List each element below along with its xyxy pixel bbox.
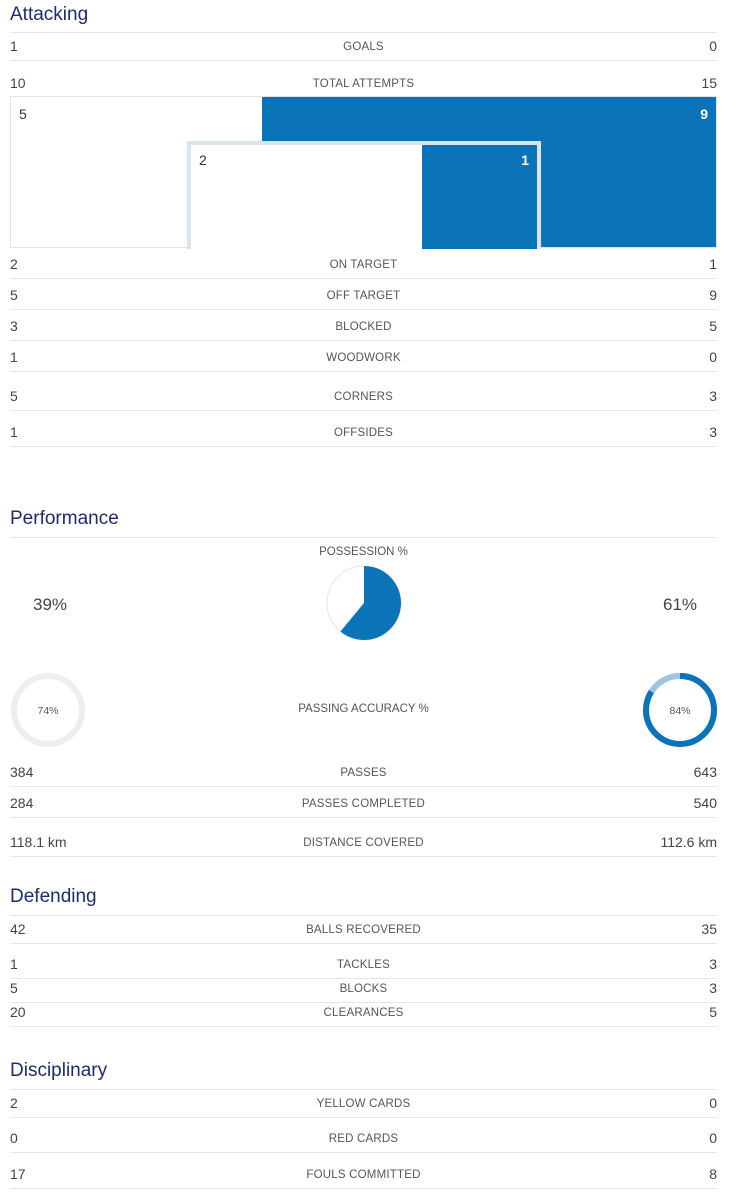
away-value: 0	[709, 38, 717, 54]
stat-label: ON TARGET	[329, 259, 398, 271]
away-value: 0	[709, 1095, 717, 1111]
stat-row-clearances: 20 CLEARANCES 5	[10, 1003, 717, 1027]
stat-row-offsides: 1 OFFSIDES 3	[10, 419, 717, 447]
stat-label: CLEARANCES	[323, 1007, 404, 1019]
home-value: 1	[10, 349, 18, 365]
home-value: 42	[10, 921, 26, 937]
away-value: 15	[701, 75, 717, 91]
away-value: 35	[701, 921, 717, 937]
stat-row-off-target: 5 OFF TARGET 9	[10, 282, 717, 310]
away-value: 5	[709, 318, 717, 334]
home-value: 1	[10, 424, 18, 440]
stat-row-distance-covered: 118.1 km DISTANCE COVERED 112.6 km	[10, 829, 717, 857]
stat-row-passes: 384 PASSES 643	[10, 759, 717, 787]
home-value: 3	[10, 318, 18, 334]
stat-label: DISTANCE COVERED	[303, 837, 424, 849]
stat-row-red-cards: 0 RED CARDS 0	[10, 1125, 717, 1153]
home-value: 17	[10, 1166, 26, 1182]
stat-row-balls-recovered: 42 BALLS RECOVERED 35	[10, 916, 717, 944]
home-value: 284	[10, 795, 34, 811]
home-value: 10	[10, 75, 26, 91]
stat-label: RED CARDS	[328, 1133, 399, 1145]
away-value: 540	[693, 795, 717, 811]
divider	[10, 32, 717, 33]
home-value: 118.1 km	[10, 834, 67, 850]
home-value: 0	[10, 1130, 18, 1146]
possession-pie-away-slice	[340, 566, 402, 640]
away-value: 1	[709, 256, 717, 272]
away-value: 3	[709, 388, 717, 404]
stat-label: BLOCKS	[339, 983, 388, 995]
home-value: 384	[10, 764, 34, 780]
ring-fill	[643, 673, 717, 747]
possession-home: 39%	[33, 595, 68, 614]
stat-label: GOALS	[343, 41, 384, 53]
away-value: 3	[709, 956, 717, 972]
home-value: 5	[10, 287, 18, 303]
stat-label: WOODWORK	[326, 352, 401, 364]
stat-row-blocks: 5 BLOCKS 3	[10, 979, 717, 1003]
home-value: 1	[10, 956, 18, 972]
goal-posts: 2 1	[187, 141, 541, 249]
ring-track	[11, 673, 85, 747]
stat-row-corners: 5 CORNERS 3	[10, 383, 717, 411]
inner-away-value: 1	[521, 152, 529, 168]
stat-label: BLOCKED	[335, 321, 392, 333]
passing-accuracy-home-ring: 74%	[11, 673, 85, 747]
passing-accuracy-away-value: 84%	[669, 705, 690, 717]
divider	[10, 915, 717, 916]
possession-label: POSSESSION %	[319, 546, 408, 558]
section-title-disciplinary: Disciplinary	[10, 1060, 108, 1081]
stat-label: PASSES COMPLETED	[301, 798, 426, 810]
stat-label: YELLOW CARDS	[316, 1098, 411, 1110]
stat-row-on-target: 2 ON TARGET 1	[10, 251, 717, 279]
away-value: 112.6 km	[660, 834, 717, 850]
outer-away-value: 9	[700, 106, 708, 122]
passing-accuracy-label: PASSING ACCURACY %	[298, 703, 429, 715]
home-value: 20	[10, 1004, 26, 1020]
away-value: 5	[709, 1004, 717, 1020]
stat-label: TOTAL ATTEMPTS	[312, 78, 415, 90]
stat-row-goals: 1 GOALS 0	[10, 33, 717, 61]
section-title-defending: Defending	[10, 886, 97, 907]
inner-home-value: 2	[199, 152, 207, 168]
section-title-performance: Performance	[10, 508, 119, 529]
away-value: 0	[709, 1130, 717, 1146]
stat-row-passes-completed: 284 PASSES COMPLETED 540	[10, 790, 717, 818]
passing-accuracy-away-ring: 84%	[643, 673, 717, 747]
divider	[10, 1089, 717, 1090]
away-value: 0	[709, 349, 717, 365]
away-on-target-area	[422, 145, 537, 249]
away-value: 9	[709, 287, 717, 303]
stat-row-tackles: 1 TACKLES 3	[10, 952, 717, 979]
home-value: 2	[10, 256, 18, 272]
goal-frame-chart: 5 9 2 1	[10, 96, 717, 249]
passing-accuracy-home-value: 74%	[37, 705, 58, 717]
divider	[10, 537, 717, 538]
section-title-attacking: Attacking	[10, 4, 89, 25]
home-value: 5	[10, 388, 18, 404]
away-value: 8	[709, 1166, 717, 1182]
away-value: 3	[709, 424, 717, 440]
home-value: 2	[10, 1095, 18, 1111]
stat-row-total-attempts: 10 TOTAL ATTEMPTS 15	[10, 69, 717, 97]
home-value: 1	[10, 38, 18, 54]
stat-label: CORNERS	[334, 391, 393, 403]
stat-row-woodwork: 1 WOODWORK 0	[10, 344, 717, 372]
stat-label: PASSES	[340, 767, 387, 779]
stat-label: OFF TARGET	[326, 290, 401, 302]
away-value: 3	[709, 980, 717, 996]
possession-pie	[326, 565, 402, 641]
stat-label: OFFSIDES	[333, 427, 394, 439]
stat-label: TACKLES	[337, 959, 390, 971]
outer-home-value: 5	[19, 106, 27, 122]
possession-away: 61%	[663, 595, 698, 614]
stat-row-blocked: 3 BLOCKED 5	[10, 313, 717, 341]
stat-label: BALLS RECOVERED	[306, 924, 421, 936]
stat-row-fouls-committed: 17 FOULS COMMITTED 8	[10, 1161, 717, 1189]
stat-label: FOULS COMMITTED	[306, 1169, 421, 1181]
away-value: 643	[693, 764, 717, 780]
stat-row-yellow-cards: 2 YELLOW CARDS 0	[10, 1090, 717, 1118]
home-value: 5	[10, 980, 18, 996]
